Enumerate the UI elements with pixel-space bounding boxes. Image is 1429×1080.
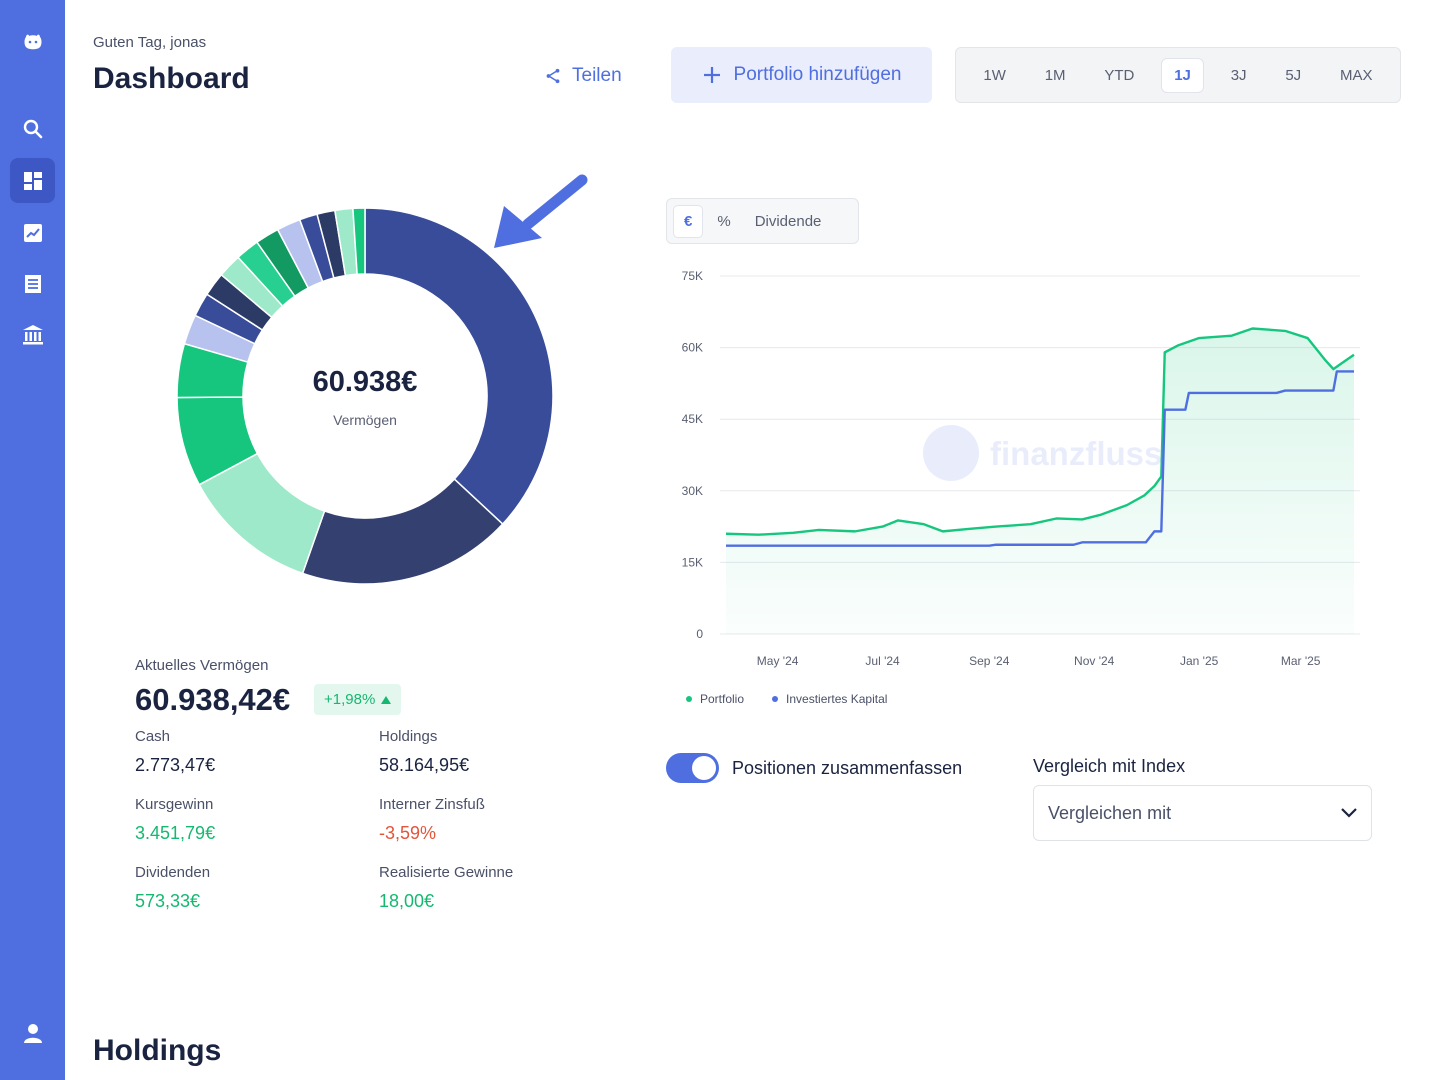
y-tick-label: 30K	[682, 484, 703, 498]
chart-icon[interactable]	[10, 210, 55, 255]
summarize-positions-toggle[interactable]	[666, 753, 719, 783]
finanzfluss-watermark: finanzfluss	[923, 425, 1162, 481]
search-icon[interactable]	[10, 106, 55, 151]
range-max[interactable]: MAX	[1340, 66, 1373, 84]
user-icon[interactable]	[10, 1010, 55, 1055]
triangle-up-icon	[381, 695, 392, 704]
legend-item-portfolio: Portfolio	[686, 692, 744, 706]
tab-euro[interactable]: €	[673, 204, 704, 238]
x-tick-label: Jul '24	[865, 654, 900, 668]
y-tick-label: 75K	[682, 269, 703, 283]
stat-label: Cash	[135, 728, 171, 745]
donut-center-value: 60.938€	[312, 366, 418, 398]
stat-holdings: Holdings 58.164,95€	[379, 728, 469, 776]
stat-kursgewinn: Kursgewinn 3.451,79€	[135, 796, 215, 844]
range-5j[interactable]: 5J	[1285, 66, 1302, 84]
compare-index-label: Vergleich mit Index	[1033, 756, 1186, 776]
dashboard-icon[interactable]	[10, 158, 55, 203]
change-value: +1,98%	[324, 691, 376, 708]
pointer-arrow-icon	[494, 174, 588, 248]
series-line-portfolio	[725, 327, 1355, 536]
range-3j[interactable]: 3J	[1230, 66, 1247, 84]
x-tick-label: Mar '25	[1281, 654, 1321, 668]
legend-label: Portfolio	[700, 692, 745, 706]
add-portfolio-label: Portfolio hinzufügen	[733, 64, 902, 85]
donut-slice-16[interactable]	[352, 207, 366, 276]
stat-label: Holdings	[379, 728, 438, 745]
stat-label: Dividenden	[135, 864, 211, 881]
x-tick-label: May '24	[757, 654, 799, 668]
donut-center-label: Vermögen	[333, 412, 397, 428]
y-tick-label: 60K	[682, 341, 703, 355]
range-1w[interactable]: 1W	[983, 66, 1006, 84]
x-tick-label: Nov '24	[1074, 654, 1115, 668]
x-tick-label: Sep '24	[969, 654, 1010, 668]
plus-icon	[703, 67, 720, 83]
stat-value: 573,33€	[135, 891, 201, 911]
holdings-title: Holdings	[93, 1034, 222, 1067]
greeting: Guten Tag, jonas	[93, 34, 207, 51]
x-tick-label: Jan '25	[1180, 654, 1219, 668]
y-tick-label: 0	[696, 627, 703, 641]
portfolio-line-chart[interactable]: 0 15K 30K 45K 60K 75K May '24 Jul '24 Sep '24 Nov…	[666, 255, 1386, 675]
range-1j[interactable]: 1J	[1161, 57, 1204, 93]
current-wealth-label: Aktuelles Vermögen	[135, 657, 269, 674]
stat-dividenden: Dividenden 573,33€	[135, 864, 210, 912]
stat-value: 58.164,95€	[379, 755, 470, 775]
toggle-knob	[692, 756, 716, 780]
y-tick-label: 45K	[682, 412, 703, 426]
range-1m[interactable]: 1M	[1044, 66, 1066, 84]
toggle-label: Positionen zusammenfassen	[732, 758, 963, 778]
legend-dot	[772, 696, 779, 702]
stat-label: Interner Zinsfuß	[379, 796, 485, 813]
transactions-icon[interactable]	[10, 261, 55, 306]
compare-placeholder: Vergleichen mit	[1048, 802, 1172, 823]
stat-cash: Cash 2.773,47€	[135, 728, 215, 776]
series-line-invested	[726, 370, 1354, 547]
add-portfolio-button[interactable]: Portfolio hinzufügen	[671, 47, 932, 103]
donut-slice-1[interactable]	[364, 207, 554, 526]
compare-index-select[interactable]: Vergleichen mit	[1033, 785, 1372, 841]
legend-item-invested: Investiertes Kapital	[772, 692, 887, 706]
share-button[interactable]: Teilen	[538, 58, 628, 94]
range-ytd[interactable]: YTD	[1104, 66, 1135, 84]
hippo-logo-icon[interactable]	[10, 20, 55, 65]
chart-legend: Portfolio Investiertes Kapital	[686, 692, 887, 706]
share-icon	[546, 68, 560, 84]
time-range-selector: 1W 1M YTD 1J 3J 5J MAX	[955, 47, 1401, 103]
stat-interner-zinsfuss: Interner Zinsfuß -3,59%	[379, 796, 485, 844]
chart-mode-tabs: € % Dividende	[666, 198, 859, 244]
y-tick-label: 15K	[682, 555, 703, 569]
change-badge: +1,98%	[314, 684, 402, 715]
stat-realisierte-gewinne: Realisierte Gewinne 18,00€	[379, 864, 513, 912]
portfolio-area	[726, 328, 1354, 634]
legend-label: Investiertes Kapital	[786, 692, 888, 706]
page-title: Dashboard	[93, 62, 250, 95]
chevron-down-icon	[1341, 808, 1357, 818]
share-label: Teilen	[572, 65, 622, 86]
stat-value: 18,00€	[379, 891, 435, 911]
stat-value: -3,59%	[379, 823, 437, 843]
allocation-donut-chart[interactable]	[165, 196, 565, 596]
current-wealth-value: 60.938,42€	[135, 682, 291, 717]
sidebar	[0, 0, 65, 1080]
stat-value: 2.773,47€	[135, 755, 216, 775]
watermark-text: finanzfluss	[990, 435, 1162, 472]
bank-icon[interactable]	[10, 312, 55, 357]
tab-dividende[interactable]: Dividende	[754, 212, 822, 230]
stat-label: Kursgewinn	[135, 796, 214, 813]
tab-percent[interactable]: %	[717, 212, 731, 230]
stat-value: 3.451,79€	[135, 823, 216, 843]
stat-label: Realisierte Gewinne	[379, 864, 514, 881]
legend-dot	[686, 696, 692, 702]
